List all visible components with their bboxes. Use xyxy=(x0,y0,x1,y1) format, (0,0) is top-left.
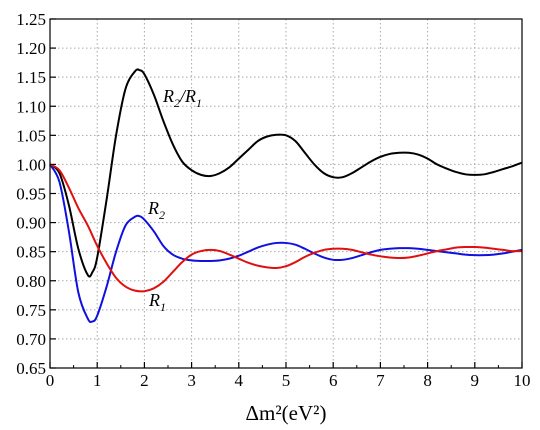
series-lines xyxy=(49,68,523,324)
y-tick-label: 1.00 xyxy=(16,155,46,174)
y-tick-label: 0.75 xyxy=(16,301,46,320)
y-tick-label: 1.20 xyxy=(16,39,46,58)
y-tick-label: 0.80 xyxy=(16,272,46,291)
y-tick-label: 1.10 xyxy=(16,97,46,116)
x-tick-label: 9 xyxy=(471,371,480,390)
x-tick-label: 3 xyxy=(187,371,196,390)
y-tick-label: 0.90 xyxy=(16,214,46,233)
series-label-r1: R1 xyxy=(148,290,166,314)
x-tick-label: 2 xyxy=(140,371,149,390)
y-tick-label: 1.05 xyxy=(16,126,46,145)
y-tick-labels: 0.65 0.70 0.75 0.80 0.85 0.90 0.95 1.00 1.05 1.10… xyxy=(16,10,46,378)
x-tick-label: 1 xyxy=(93,371,102,390)
x-tick-label: 7 xyxy=(376,371,385,390)
series-label-r2-over-r1: R2/R1 xyxy=(162,86,202,110)
axis-ticks xyxy=(49,18,523,369)
x-tick-label: 8 xyxy=(423,371,432,390)
x-tick-label: 10 xyxy=(514,371,531,390)
series-label-r2: R2 xyxy=(147,198,165,222)
x-tick-label: 6 xyxy=(329,371,338,390)
x-tick-labels: 0 1 2 3 4 5 6 7 8 9 10 xyxy=(46,371,531,390)
series-line-r2-over-r1 xyxy=(49,68,523,278)
y-tick-label: 0.65 xyxy=(16,359,46,378)
x-tick-label: 5 xyxy=(282,371,291,390)
x-tick-label: 4 xyxy=(235,371,244,390)
x-axis-label: Δm²(eV²) xyxy=(246,401,327,425)
x-tick-label: 0 xyxy=(46,371,55,390)
y-tick-label: 0.85 xyxy=(16,243,46,262)
y-tick-label: 1.25 xyxy=(16,10,46,29)
y-tick-label: 1.15 xyxy=(16,68,46,87)
y-tick-label: 0.95 xyxy=(16,185,46,204)
series-line-r1 xyxy=(49,163,523,293)
y-tick-label: 0.70 xyxy=(16,330,46,349)
